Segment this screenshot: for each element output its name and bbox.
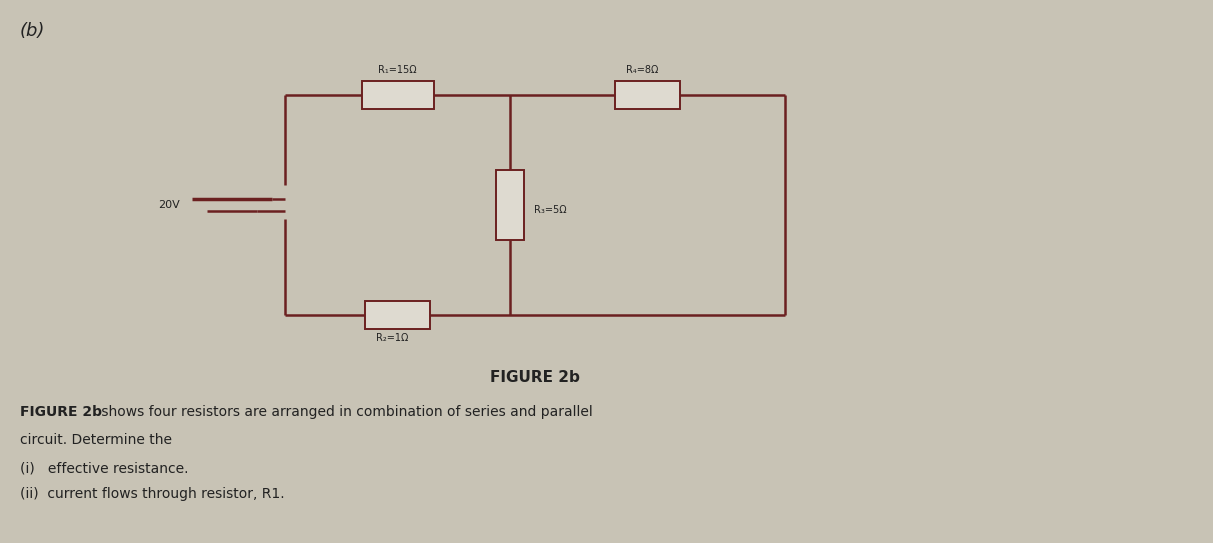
Bar <box>496 170 524 240</box>
Text: shows four resistors are arranged in combination of series and parallel: shows four resistors are arranged in com… <box>97 405 593 419</box>
Text: R₄=8Ω: R₄=8Ω <box>626 65 659 75</box>
Text: R₃=5Ω: R₃=5Ω <box>534 205 566 215</box>
Text: circuit. Determine the: circuit. Determine the <box>19 433 172 447</box>
Text: R₁=15Ω: R₁=15Ω <box>378 65 417 75</box>
Bar <box>365 301 429 329</box>
Bar <box>361 81 433 109</box>
Text: (i)   effective resistance.: (i) effective resistance. <box>19 461 188 475</box>
Bar <box>615 81 680 109</box>
Text: (b): (b) <box>19 22 45 40</box>
Text: (ii)  current flows through resistor, R1.: (ii) current flows through resistor, R1. <box>19 487 285 501</box>
Text: FIGURE 2b: FIGURE 2b <box>490 370 580 385</box>
Text: FIGURE 2b: FIGURE 2b <box>19 405 102 419</box>
Text: 20V: 20V <box>158 200 180 210</box>
Text: R₂=1Ω: R₂=1Ω <box>376 333 409 343</box>
